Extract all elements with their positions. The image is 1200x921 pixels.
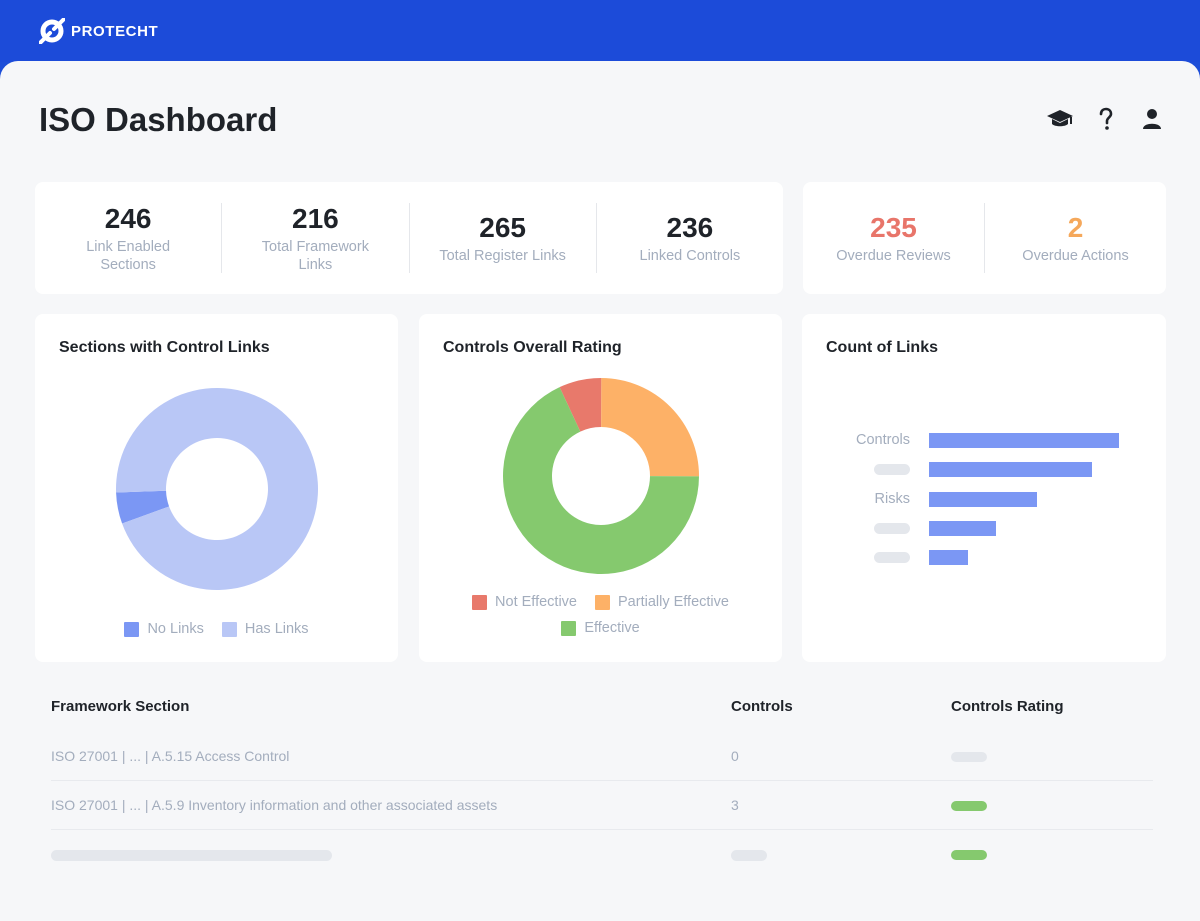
cell-section: ISO 27001 | ... | A.5.15 Access Control — [51, 748, 290, 764]
kpi-value: 246 — [104, 202, 152, 234]
slice-effective[interactable] — [503, 387, 699, 574]
kpi-value: 265 — [479, 211, 526, 243]
rating-pill — [951, 752, 987, 762]
legend-item-has-links[interactable]: Has Links — [221, 621, 309, 637]
skeleton-section — [51, 850, 332, 861]
user-icon[interactable] — [1138, 105, 1166, 133]
bar-label-placeholder — [874, 464, 910, 476]
kpi-value: 216 — [292, 202, 339, 234]
legend-swatch — [595, 594, 610, 610]
rating-pill — [951, 801, 987, 811]
legend-item-no-links[interactable]: No Links — [124, 621, 204, 637]
page-title: ISO Dashboard — [39, 101, 278, 138]
legend-item-effective[interactable]: Effective — [561, 620, 640, 636]
bar[interactable] — [929, 520, 996, 536]
bar-label: Risks — [874, 490, 910, 507]
kpi-linked-controls[interactable]: 236 Linked Controls — [597, 203, 783, 273]
cell-controls: 0 — [731, 748, 739, 764]
kpi-label: Linked Controls — [639, 247, 741, 264]
slice-no-links[interactable] — [116, 490, 170, 524]
legend-item-partially-effective[interactable]: Partially Effective — [595, 594, 729, 610]
kpi-label: Overdue Reviews — [836, 247, 951, 264]
skeleton-controls — [731, 850, 767, 861]
kpi-value: 2 — [1067, 211, 1084, 243]
legend-label: Effective — [584, 620, 640, 636]
bar[interactable] — [929, 550, 968, 566]
header-actions — [1046, 105, 1166, 133]
links-bar-chart: Controls Risks — [802, 314, 1166, 662]
legend-label: No Links — [147, 621, 204, 637]
bar-label-placeholder — [874, 522, 910, 534]
legend-swatch — [221, 621, 237, 637]
table-row[interactable]: ISO 27001 | ... | A.5.9 Inventory inform… — [51, 781, 1153, 830]
cell-controls: 3 — [731, 797, 739, 813]
bar[interactable] — [929, 491, 1037, 507]
kpi-total-framework-links[interactable]: 216 Total Framework Links — [222, 202, 410, 273]
kpi-overdue-reviews[interactable]: 235 Overdue Reviews — [803, 203, 985, 273]
top-bar: PROTECHT — [0, 0, 1200, 62]
rating-donut-chart — [503, 378, 699, 574]
chart-legend: Not Effective Partially Effective Effectiv… — [449, 594, 752, 636]
kpi-label: Overdue Actions — [1022, 247, 1129, 264]
help-icon[interactable] — [1092, 105, 1120, 133]
sections-chart-card: Sections with Control Links No Links Has … — [35, 314, 398, 662]
kpi-label: Total Register Links — [439, 247, 566, 264]
legend-label: Has Links — [244, 621, 309, 637]
legend-item-not-effective[interactable]: Not Effective — [472, 594, 577, 610]
legend-swatch — [472, 594, 488, 610]
main-content: ISO Dashboard 246 Link — [0, 61, 1200, 921]
slice-has-links[interactable] — [116, 388, 318, 590]
kpi-label: Link Enabled Sections — [86, 238, 171, 273]
kpi-card-primary: 246 Link Enabled Sections 216 Total Fram… — [35, 182, 783, 294]
table-row[interactable]: ISO 27001 | ... | A.5.15 Access Control … — [51, 732, 1153, 781]
bar-label-placeholder — [874, 552, 910, 564]
column-header-controls[interactable]: Controls — [731, 698, 793, 715]
slice-not-effective[interactable] — [559, 378, 602, 432]
legend-label: Not Effective — [495, 594, 577, 610]
slice-partially-effective[interactable] — [601, 378, 699, 477]
rating-chart-card: Controls Overall Rating Not Effective Par… — [419, 314, 782, 662]
bar[interactable] — [929, 433, 1119, 448]
chart-title: Controls Overall Rating — [443, 339, 622, 356]
rating-pill — [951, 850, 987, 860]
links-chart-card: Count of Links Controls Risks — [802, 314, 1166, 662]
graduation-cap-icon[interactable] — [1046, 105, 1074, 133]
legend-label: Partially Effective — [618, 594, 729, 610]
column-header-rating[interactable]: Controls Rating — [951, 698, 1064, 715]
kpi-value: 235 — [870, 211, 917, 243]
brand-logo[interactable]: PROTECHT — [39, 18, 158, 44]
protecht-logo-icon — [39, 18, 65, 44]
kpi-overdue-actions[interactable]: 2 Overdue Actions — [985, 203, 1166, 273]
chart-title: Sections with Control Links — [59, 339, 270, 356]
kpi-value: 236 — [666, 211, 714, 243]
kpi-total-register-links[interactable]: 265 Total Register Links — [410, 203, 597, 273]
chart-legend: No Links Has Links — [35, 621, 398, 637]
legend-swatch — [561, 620, 577, 636]
chart-title: Count of Links — [826, 339, 938, 356]
legend-swatch — [124, 621, 140, 637]
kpi-link-enabled-sections[interactable]: 246 Link Enabled Sections — [35, 202, 223, 273]
cell-section: ISO 27001 | ... | A.5.9 Inventory inform… — [51, 797, 498, 813]
table-row-placeholder — [51, 830, 1153, 879]
sections-donut-chart — [116, 388, 318, 590]
bar-label: Controls — [856, 432, 910, 448]
brand-name: PROTECHT — [71, 22, 159, 40]
kpi-card-alerts: 235 Overdue Reviews 2 Overdue Actions — [803, 182, 1166, 294]
kpi-label: Total Framework Links — [261, 238, 369, 273]
column-header-section[interactable]: Framework Section — [51, 698, 190, 715]
bar[interactable] — [929, 462, 1092, 478]
